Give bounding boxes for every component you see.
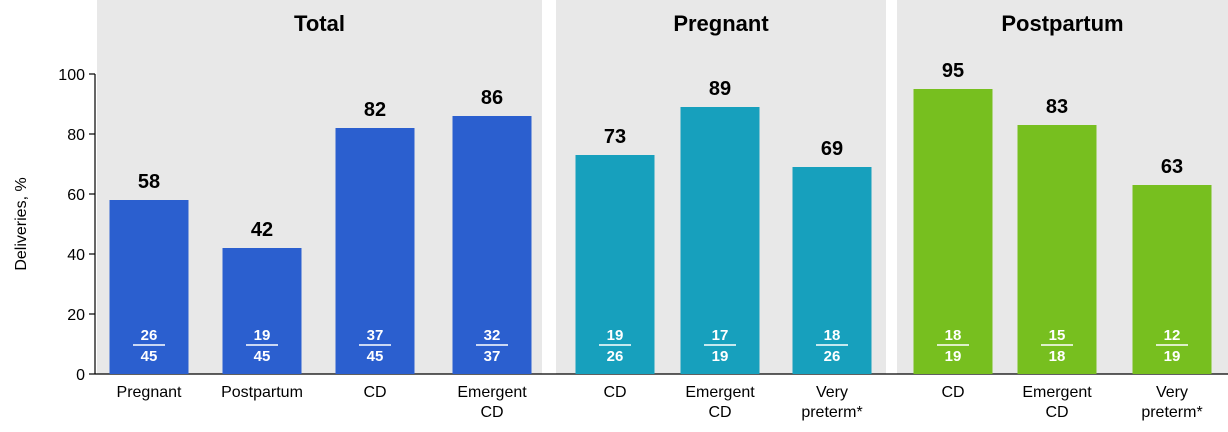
bar — [1132, 185, 1212, 374]
panel-title: Pregnant — [673, 11, 769, 36]
panel-title: Total — [294, 11, 345, 36]
x-tick-label: CD — [1045, 404, 1068, 421]
bar-value-label: 73 — [604, 126, 626, 148]
bar-value-label: 69 — [821, 138, 843, 160]
x-tick-label: Emergent — [685, 384, 755, 401]
bar-value-label: 95 — [942, 60, 964, 82]
bar-value-label: 58 — [138, 171, 160, 193]
labels: Total 58 26 45 Pregnant 42 19 45 Postpartum 82 37 4… — [117, 11, 1203, 421]
x-tick-label: CD — [708, 404, 731, 421]
bar-value-label: 86 — [481, 87, 503, 109]
fraction-numerator: 17 — [712, 327, 729, 344]
fraction-denominator: 18 — [1049, 348, 1066, 365]
fraction-denominator: 45 — [367, 348, 384, 365]
x-tick-label: Very — [1156, 384, 1188, 401]
bar-value-label: 89 — [709, 78, 731, 100]
x-tick-label: preterm* — [1141, 404, 1202, 421]
x-tick-label: Postpartum — [221, 384, 303, 401]
fraction-denominator: 26 — [607, 348, 624, 365]
bar-value-label: 82 — [364, 99, 386, 121]
y-ticks: 0 20 40 60 80 100 — [58, 67, 95, 384]
x-tick-label: Emergent — [457, 384, 527, 401]
bar — [680, 107, 760, 374]
y-tick-label: 40 — [67, 247, 85, 264]
x-tick-label: CD — [941, 384, 964, 401]
fraction-numerator: 18 — [824, 327, 841, 344]
x-tick-label: CD — [603, 384, 626, 401]
y-tick-label: 100 — [58, 67, 85, 84]
x-tick-label: Emergent — [1022, 384, 1092, 401]
fraction-numerator: 32 — [484, 327, 501, 344]
bar — [335, 128, 415, 374]
bar — [913, 89, 993, 374]
fraction-numerator: 37 — [367, 327, 384, 344]
panel-title: Postpartum — [1001, 11, 1123, 36]
bar-value-label: 63 — [1161, 156, 1183, 178]
bar — [575, 155, 655, 374]
fraction-denominator: 45 — [254, 348, 271, 365]
fraction-denominator: 19 — [945, 348, 962, 365]
fraction-denominator: 37 — [484, 348, 501, 365]
bars — [109, 89, 1212, 374]
bar-value-label: 42 — [251, 219, 273, 241]
fraction-numerator: 18 — [945, 327, 962, 344]
y-tick-label: 0 — [76, 367, 85, 384]
fraction-numerator: 12 — [1164, 327, 1181, 344]
fraction-numerator: 19 — [607, 327, 624, 344]
fraction-denominator: 19 — [1164, 348, 1181, 365]
fraction-denominator: 45 — [141, 348, 158, 365]
x-tick-label: Pregnant — [117, 384, 182, 401]
y-tick-label: 80 — [67, 127, 85, 144]
fraction-numerator: 19 — [254, 327, 271, 344]
fraction-denominator: 26 — [824, 348, 841, 365]
bar — [452, 116, 532, 374]
bar-value-label: 83 — [1046, 96, 1068, 118]
fraction-numerator: 26 — [141, 327, 158, 344]
bar — [792, 167, 872, 374]
fraction-denominator: 19 — [712, 348, 729, 365]
x-tick-label: Very — [816, 384, 848, 401]
x-tick-label: CD — [480, 404, 503, 421]
x-tick-label: CD — [363, 384, 386, 401]
y-tick-label: 20 — [67, 307, 85, 324]
fraction-numerator: 15 — [1049, 327, 1066, 344]
y-tick-label: 60 — [67, 187, 85, 204]
x-tick-label: preterm* — [801, 404, 862, 421]
bar — [1017, 125, 1097, 374]
bar — [222, 248, 302, 374]
y-axis-label: Deliveries, % — [13, 177, 30, 270]
